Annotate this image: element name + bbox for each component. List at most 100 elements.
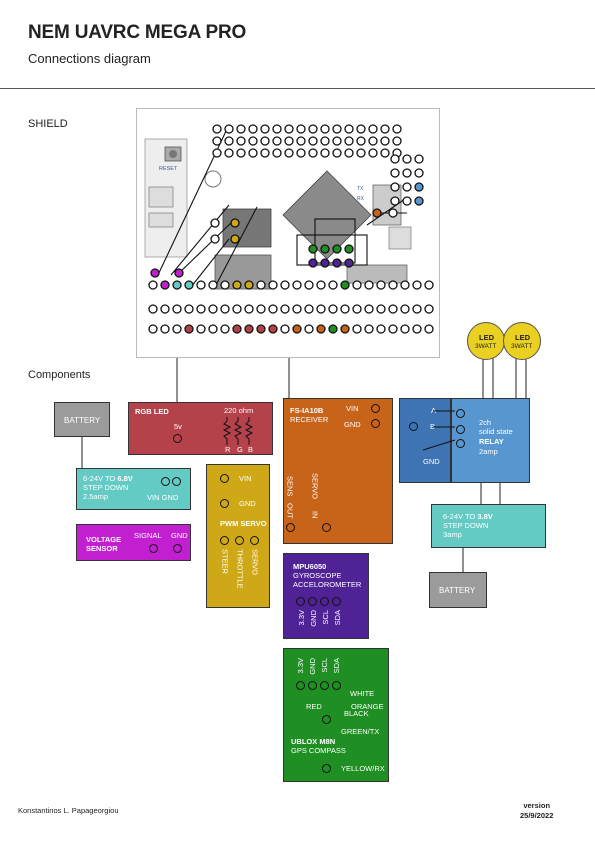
- stepdown-3v8-line2: STEP DOWN: [443, 521, 489, 530]
- diagram-subtitle: Connections diagram: [28, 51, 151, 66]
- gps-pin-3v3: 3.3V: [296, 658, 305, 674]
- mpu-pin-sda: SDA: [333, 610, 342, 626]
- shield-pin: [414, 168, 424, 178]
- receiver-out-label: OUT: [285, 503, 295, 519]
- shield-pin: [390, 168, 400, 178]
- shield-pin: [320, 124, 330, 134]
- shield-pin: [402, 154, 412, 164]
- shield-pin: [244, 280, 254, 290]
- shield-pin: [340, 324, 350, 334]
- stepdown-3v8-line3: 3amp: [443, 530, 462, 539]
- relay-in-b-pin: [456, 425, 465, 434]
- shield-pin: [372, 208, 382, 218]
- shield-pin: [232, 280, 242, 290]
- shield-pin: [220, 280, 230, 290]
- relay-title: RELAY: [479, 437, 504, 446]
- author-name: Konstantinos L. Papageorgiou: [18, 806, 119, 815]
- shield-pin: [236, 148, 246, 158]
- shield-pin: [248, 124, 258, 134]
- shield-pin: [284, 136, 294, 146]
- receiver-gnd-pin: [371, 419, 380, 428]
- shield-pin: [160, 280, 170, 290]
- shield-pin: [212, 136, 222, 146]
- shield-pin: [232, 324, 242, 334]
- shield-pin: [400, 280, 410, 290]
- shield-pin: [208, 324, 218, 334]
- mpu-pin-3v3: 3.3V: [297, 610, 306, 626]
- relay-b-label: B: [430, 422, 436, 431]
- shield-pin: [260, 124, 270, 134]
- shield-pin: [376, 304, 386, 314]
- shield-pin: [368, 136, 378, 146]
- shield-pin: [356, 136, 366, 146]
- shield-pin: [320, 148, 330, 158]
- shield-pin: [368, 148, 378, 158]
- relay-in-gnd-pin: [456, 439, 465, 448]
- version-label: version: [523, 801, 551, 810]
- shield-pin: [224, 136, 234, 146]
- pwm-servo-gnd-pin: [220, 499, 229, 508]
- shield-pin: [340, 304, 350, 314]
- led-2-power: 3WATT: [511, 343, 533, 350]
- shield-pin: [320, 244, 330, 254]
- shield-pin: [356, 148, 366, 158]
- relay-line2: solid state: [479, 427, 513, 436]
- receiver-gnd-label: GND: [344, 420, 361, 429]
- shield-pin: [402, 196, 412, 206]
- shield-capacitor: [204, 170, 222, 188]
- shield-pin: [196, 280, 206, 290]
- shield-pin: [210, 218, 220, 228]
- rgb-led-5v-pin: [173, 434, 182, 443]
- shield-pin: [236, 136, 246, 146]
- shield-pin: [424, 324, 434, 334]
- gps-gnd-pin: [308, 681, 317, 690]
- shield-pin: [280, 280, 290, 290]
- shield-pin: [284, 148, 294, 158]
- shield-pin: [368, 124, 378, 134]
- shield-pin: [256, 304, 266, 314]
- shield-pin: [328, 324, 338, 334]
- gps-yellow-pin: [322, 764, 331, 773]
- shield-pin: [284, 124, 294, 134]
- pwm-servo-vin-pin: [220, 474, 229, 483]
- shield-pin: [388, 208, 398, 218]
- relay-in-a-pin: [456, 409, 465, 418]
- shield-pin: [332, 148, 342, 158]
- shield-pin: [400, 324, 410, 334]
- receiver-servo-label: SERVO: [310, 473, 320, 500]
- receiver-module: FS-IA10B RECEIVER VIN GND SENS OUT SERVO…: [283, 398, 393, 544]
- shield-pin: [224, 148, 234, 158]
- shield-pin: [196, 304, 206, 314]
- gps-sda-pin: [332, 681, 341, 690]
- shield-pin: [256, 280, 266, 290]
- relay-line4: 2amp: [479, 447, 498, 456]
- relay-wiring: [422, 410, 456, 451]
- shield-pin: [392, 136, 402, 146]
- shield-pin: [174, 268, 184, 278]
- shield-pin: [388, 304, 398, 314]
- pwm-servo-vin-label: VIN: [239, 474, 252, 483]
- diagram-title: NEM UAVRC MEGA PRO: [28, 22, 247, 43]
- shield-pin: [414, 182, 424, 192]
- reset-label: RESET: [159, 166, 178, 172]
- gps-black-label: BLACK: [344, 709, 369, 718]
- shield-pin: [316, 324, 326, 334]
- shield-pin: [402, 168, 412, 178]
- shield-pin: [424, 280, 434, 290]
- rgb-led-resistor-label: 220 ohm: [224, 406, 254, 415]
- shield-pin: [320, 136, 330, 146]
- shield-pin: [208, 280, 218, 290]
- shield-section-label: SHIELD: [28, 118, 68, 130]
- shield-pin: [412, 304, 422, 314]
- shield-pin: [316, 280, 326, 290]
- shield-pin: [272, 148, 282, 158]
- shield-pin: [280, 324, 290, 334]
- shield-pin: [150, 268, 160, 278]
- receiver-model: FS-IA10B: [290, 406, 324, 415]
- shield-pin: [352, 280, 362, 290]
- receiver-vin-label: VIN: [346, 404, 359, 413]
- shield-pin: [412, 324, 422, 334]
- shield-pin: [172, 304, 182, 314]
- led-1-power: 3WATT: [475, 343, 497, 350]
- voltage-sensor-signal-pin: [149, 544, 158, 553]
